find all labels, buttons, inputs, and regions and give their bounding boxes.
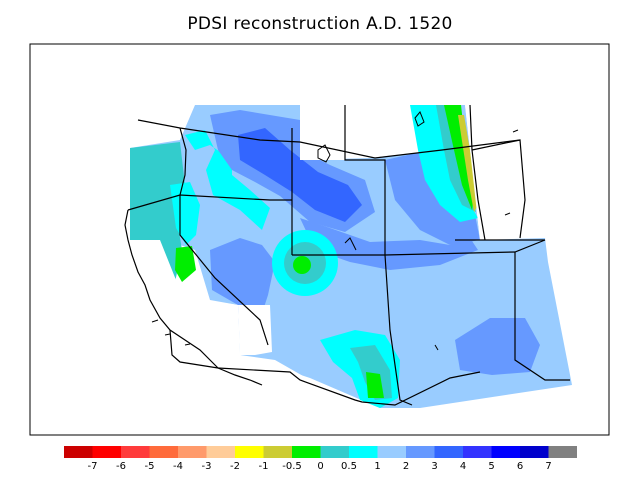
field-darkblue-north xyxy=(238,128,362,222)
border-oregon-south xyxy=(127,194,292,211)
mark-ne xyxy=(434,129,519,351)
field-cyan-north xyxy=(185,130,270,230)
mask-sw-corner xyxy=(130,240,400,430)
field-teal-coast xyxy=(130,142,185,282)
legend-tick-label: 3 xyxy=(431,461,437,472)
boundaries xyxy=(124,104,570,406)
great-salt-lake xyxy=(317,144,331,163)
legend-tick-label: -1 xyxy=(259,461,269,472)
lakes xyxy=(151,111,519,351)
field-green-ne xyxy=(444,105,474,210)
legend-swatch xyxy=(548,446,577,458)
map-frame-border xyxy=(29,43,610,436)
legend-swatch xyxy=(292,446,321,458)
map-title: PDSI reconstruction A.D. 1520 xyxy=(187,14,453,34)
legend-swatch xyxy=(349,446,378,458)
legend-tick-label: -0.5 xyxy=(282,461,302,472)
field-cyan-west xyxy=(170,182,200,245)
legend-swatch xyxy=(520,446,549,458)
legend-tick-label: 6 xyxy=(517,461,523,472)
legend-tick-label: 1 xyxy=(374,461,380,472)
border-colorado-nm xyxy=(384,254,413,406)
border-nd-sd xyxy=(471,139,526,239)
field-blue-se xyxy=(455,318,540,375)
border-utah-az xyxy=(292,239,546,256)
legend-swatch xyxy=(206,446,235,458)
legend-swatch xyxy=(92,446,121,458)
border-mexico-gulf xyxy=(169,329,219,369)
legend-tick-label: -2 xyxy=(230,461,240,472)
border-montana-east xyxy=(469,104,486,241)
field-olive-ne xyxy=(458,115,478,212)
field-green-south xyxy=(366,372,384,398)
legend-tick-label: 5 xyxy=(488,461,494,472)
legend-swatch xyxy=(149,446,178,458)
legend-swatch xyxy=(434,446,463,458)
color-legend: -7 -6 -5 -4 -3 -2 -1 -0.5 0 0.5 1 2 3 4 5 6 7 xyxy=(64,446,577,472)
mask-coast-north xyxy=(120,148,130,240)
legend-tick-label: -6 xyxy=(116,461,126,472)
border-baja xyxy=(217,367,263,386)
legend-swatch xyxy=(406,446,435,458)
mask-nevada-ca xyxy=(238,305,272,355)
field-blue-east xyxy=(385,150,480,245)
legend-tick-label: -4 xyxy=(173,461,183,472)
border-nm-tx xyxy=(514,252,570,381)
legend-tick-label: 2 xyxy=(403,461,409,472)
field-blue-central xyxy=(300,218,478,270)
legend-swatch xyxy=(377,446,406,458)
legend-tick-label: -5 xyxy=(145,461,155,472)
field-green-spot xyxy=(293,256,311,274)
legend-swatch xyxy=(178,446,207,458)
legend-swatch xyxy=(121,446,150,458)
border-idaho-west xyxy=(179,127,187,196)
legend-tick-label: -3 xyxy=(202,461,212,472)
field-green-calif xyxy=(175,246,196,282)
legend-tick-label: 0.5 xyxy=(341,461,357,472)
legend-tick-label: 0 xyxy=(317,461,323,472)
border-mexico xyxy=(217,367,481,406)
legend-tick-label: 4 xyxy=(460,461,466,472)
islands-coast xyxy=(151,319,191,346)
coastline xyxy=(124,209,219,369)
legend-swatch xyxy=(463,446,492,458)
pdsi-field xyxy=(120,100,572,430)
legend-swatch xyxy=(235,446,264,458)
legend-swatch xyxy=(263,446,292,458)
mask-ne-corner xyxy=(465,100,525,240)
lake-outline-ne xyxy=(414,111,425,127)
legend-tick-label: -7 xyxy=(88,461,98,472)
legend-swatch xyxy=(491,446,520,458)
border-ca-nv xyxy=(179,195,269,346)
utah-lake xyxy=(344,237,357,251)
mask-montana xyxy=(300,105,345,160)
legend-tick-label: 7 xyxy=(545,461,551,472)
border-wyoming xyxy=(344,105,386,255)
legend-swatch xyxy=(320,446,349,458)
legend-swatch xyxy=(64,446,93,458)
